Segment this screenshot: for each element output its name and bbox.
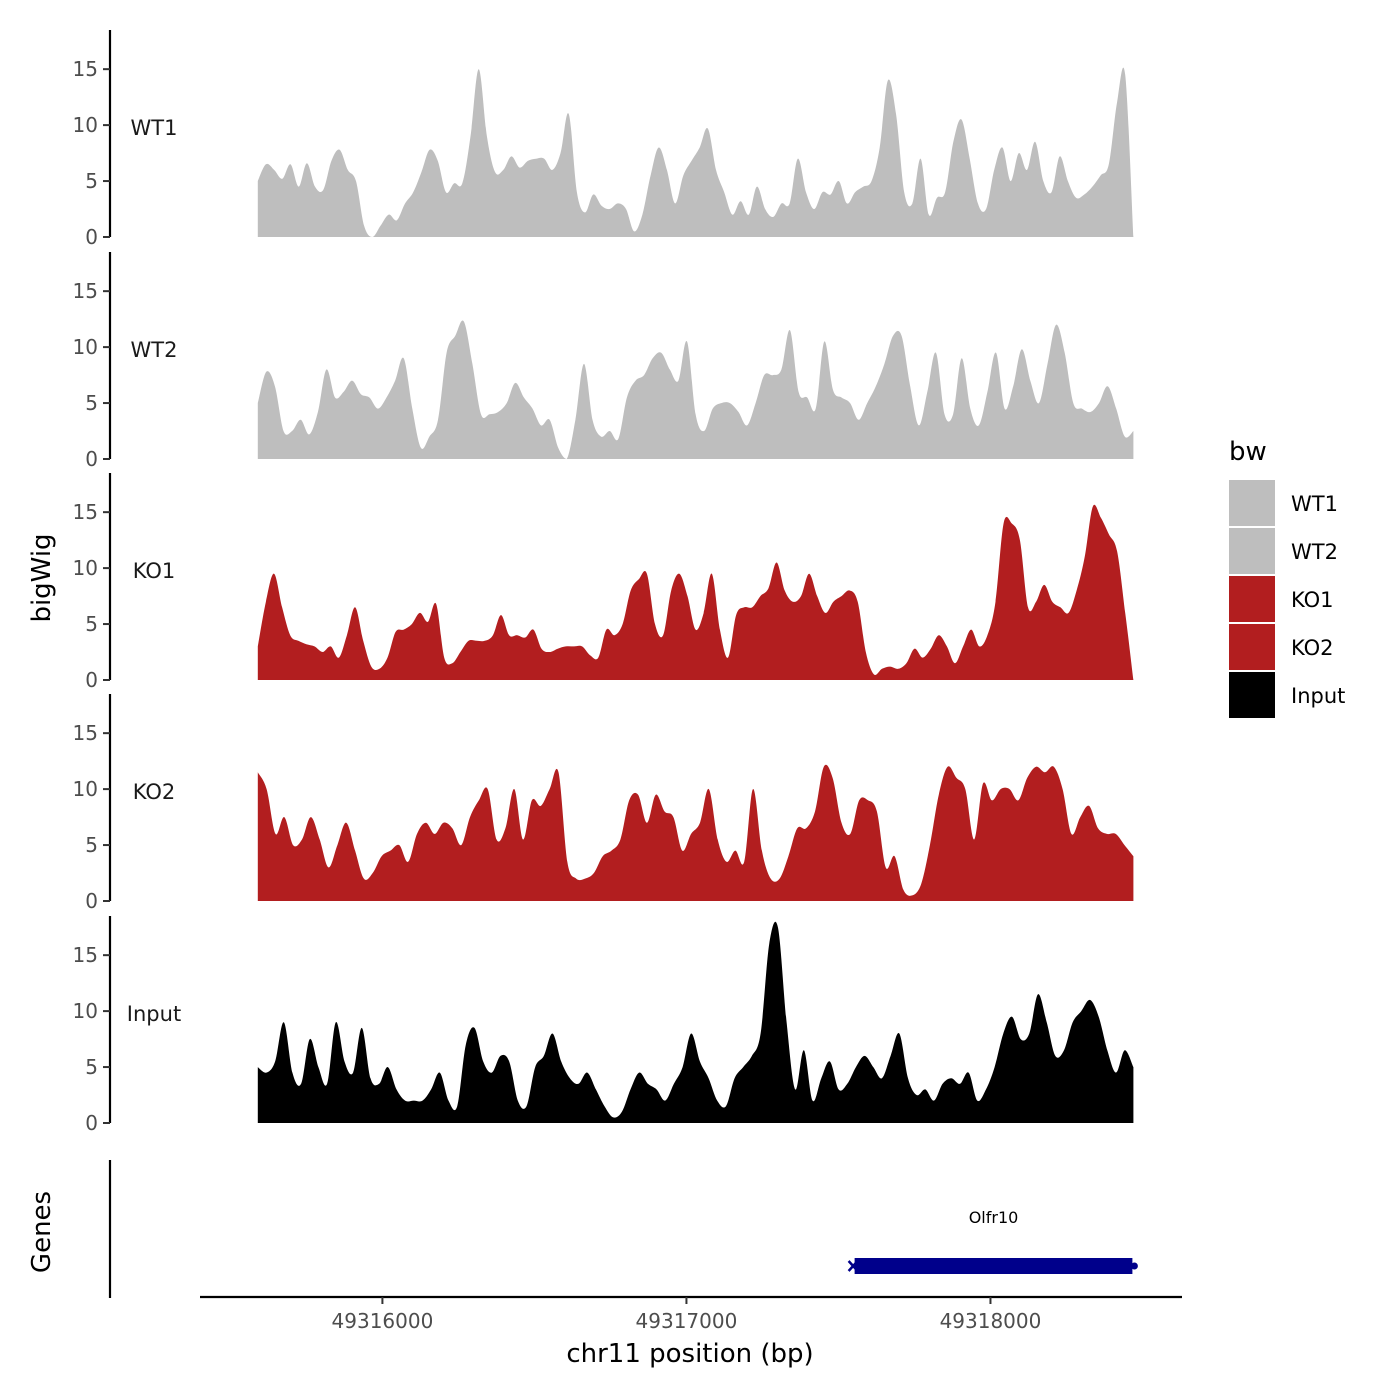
gene-label: Olfr10 <box>969 1208 1019 1227</box>
legend-item-ko1: KO1 <box>1229 576 1334 622</box>
y-tick-label: 5 <box>85 391 98 415</box>
y-tick-label: 5 <box>85 612 98 636</box>
legend-item-input: Input <box>1229 672 1345 718</box>
y-tick-label: 5 <box>85 1055 98 1079</box>
track-wt2: 0 5 10 15 WT2 <box>73 252 1134 471</box>
y-tick-label: 5 <box>85 169 98 193</box>
y-tick-label: 15 <box>73 57 98 81</box>
area-ko1 <box>257 504 1134 680</box>
track-ko1: 0 5 10 15 KO1 <box>73 473 1134 692</box>
y-tick-label: 5 <box>85 833 98 857</box>
track-label-ko2: KO2 <box>133 780 176 804</box>
y-axis-title: bigWig <box>27 533 57 622</box>
y-tick-label: 15 <box>73 721 98 745</box>
track-label-input: Input <box>127 1002 181 1026</box>
legend-label: WT1 <box>1291 492 1338 516</box>
signal-tracks: 0 5 10 15 WT1 0 5 10 15 WT2 0 5 10 15 KO1 0 5 10 15 KO2 0 5 10… <box>73 30 1134 1135</box>
gene-end-marker <box>1130 1262 1138 1270</box>
area-ko2 <box>257 764 1134 901</box>
gene-strand-marker <box>847 1260 859 1272</box>
y-tick-label: 0 <box>85 225 98 249</box>
track-label-wt1: WT1 <box>131 116 178 140</box>
gene-body <box>854 1258 1133 1274</box>
y-tick-label: 10 <box>73 999 98 1023</box>
track-input: 0 5 10 15 Input <box>73 916 1134 1135</box>
legend-swatch <box>1229 624 1275 670</box>
legend: bw WT1 WT2 KO1 KO2 Input <box>1229 437 1345 718</box>
legend-item-wt1: WT1 <box>1229 480 1338 526</box>
y-tick-label: 15 <box>73 500 98 524</box>
legend-title: bw <box>1229 437 1267 467</box>
track-wt1: 0 5 10 15 WT1 <box>73 30 1134 249</box>
track-ko2: 0 5 10 15 KO2 <box>73 694 1134 913</box>
track-label-ko1: KO1 <box>133 559 176 583</box>
x-axis: 49316000 49317000 49318000 <box>200 1295 1182 1333</box>
legend-label: Input <box>1291 684 1345 708</box>
track-label-wt2: WT2 <box>131 338 178 362</box>
legend-swatch <box>1229 672 1275 718</box>
x-tick-label: 49317000 <box>636 1309 738 1333</box>
legend-item-wt2: WT2 <box>1229 528 1338 574</box>
y-tick-label: 15 <box>73 279 98 303</box>
x-tick-label: 49318000 <box>940 1309 1042 1333</box>
x-axis-title: chr11 position (bp) <box>566 1339 813 1369</box>
area-input <box>257 921 1134 1123</box>
legend-swatch <box>1229 528 1275 574</box>
legend-label: WT2 <box>1291 540 1338 564</box>
legend-label: KO1 <box>1291 588 1334 612</box>
legend-swatch <box>1229 576 1275 622</box>
area-wt1 <box>257 67 1134 237</box>
genes-axis-title: Genes <box>27 1191 57 1273</box>
genes-panel: Olfr10 <box>108 1160 1138 1298</box>
legend-item-ko2: KO2 <box>1229 624 1334 670</box>
y-tick-label: 10 <box>73 113 98 137</box>
legend-swatch <box>1229 480 1275 526</box>
area-wt2 <box>257 320 1134 459</box>
y-tick-label: 10 <box>73 556 98 580</box>
y-tick-label: 0 <box>85 889 98 913</box>
y-tick-label: 0 <box>85 668 98 692</box>
legend-label: KO2 <box>1291 636 1334 660</box>
y-tick-label: 10 <box>73 777 98 801</box>
y-tick-label: 15 <box>73 943 98 967</box>
y-tick-label: 0 <box>85 1111 98 1135</box>
y-tick-label: 0 <box>85 447 98 471</box>
x-tick-label: 49316000 <box>332 1309 434 1333</box>
y-tick-label: 10 <box>73 335 98 359</box>
